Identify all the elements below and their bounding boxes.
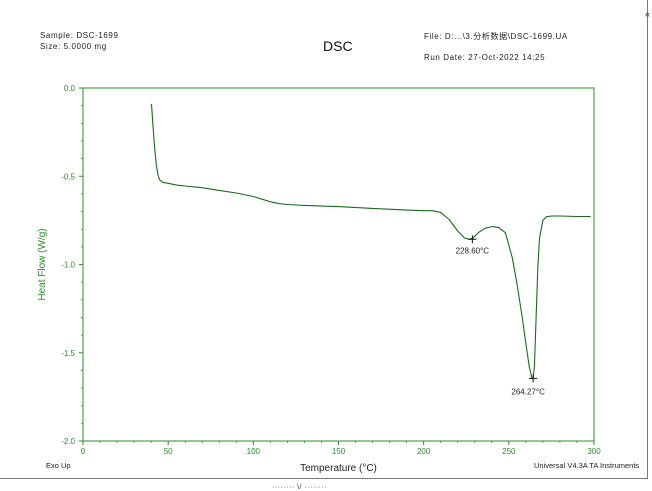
curve-layer (150, 103, 591, 379)
x-tick-label: 50 (164, 447, 173, 456)
software-label: Universal V4.3A TA Instruments (534, 461, 640, 470)
file-label: File: D:...\3.分析数据\DSC-1699.UA (424, 32, 568, 41)
exo-up-label: Exo Up (46, 461, 71, 470)
y-tick-label: -0.5 (61, 172, 75, 181)
size-label: Size: 5.0000 mg (40, 42, 107, 51)
y-tick-label: -1.5 (61, 349, 75, 358)
axes-layer: 0 50 100 150 200 250 300 0.0 -0.5 -1.0 -1.5 -2.0 Tem… (37, 84, 601, 474)
edge-glyph: « (645, 9, 651, 19)
x-axis-label: Temperature (°C) (300, 463, 377, 474)
x-tick-label: 150 (332, 447, 346, 456)
y-axis-label: Heat Flow (W/g) (37, 228, 48, 300)
plot-frame (0, 0, 648, 479)
heat-flow-curve (150, 103, 591, 379)
x-tick-label: 100 (247, 447, 261, 456)
x-tick-label: 200 (417, 447, 431, 456)
x-tick-label: 0 (81, 447, 86, 456)
run-date-label: Run Date: 27-Oct-2022 14:25 (424, 53, 546, 62)
peak-label: 228.60°C (456, 246, 490, 255)
y-tick-label: -2.0 (61, 437, 75, 446)
annotation-layer: 228.60°C 264.27°C (456, 235, 545, 396)
y-tick-label: 0.0 (64, 84, 76, 93)
bottom-caption: ········ \/ ········ (272, 484, 328, 491)
peak-label: 264.27°C (511, 387, 545, 396)
x-tick-label: 250 (502, 447, 516, 456)
y-tick-label: -1.0 (61, 261, 75, 270)
x-tick-label: 300 (587, 447, 601, 456)
sample-label: Sample: DSC-1699 (40, 31, 119, 40)
chart-title: DSC (323, 38, 353, 54)
